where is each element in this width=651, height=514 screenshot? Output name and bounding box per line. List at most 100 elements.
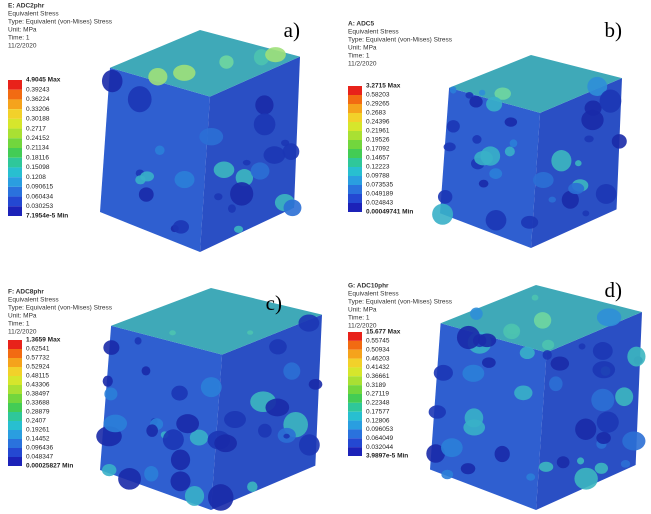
legend-label: 0.064049 — [366, 435, 393, 442]
pore — [519, 346, 535, 359]
pore — [556, 456, 570, 469]
legend-swatch — [8, 118, 22, 129]
pore — [470, 307, 483, 320]
legend-swatch — [348, 86, 362, 95]
pore — [127, 86, 152, 113]
panel-info: Type: Equivalent (von-Mises) Stress — [348, 299, 453, 306]
pore — [283, 362, 301, 380]
legend-label: 0.090615 — [26, 184, 53, 191]
pore — [102, 463, 117, 477]
pore — [162, 429, 184, 451]
legend-swatch — [8, 448, 22, 457]
legend-label: 7.1954e-5 Min — [26, 213, 68, 220]
legend-swatch — [8, 403, 22, 412]
pore — [265, 398, 290, 417]
panel-title: G: ADC10phr — [348, 283, 389, 290]
pore — [283, 433, 290, 439]
legend-label: 0.19526 — [366, 137, 390, 144]
panel-info: 11/2/2020 — [8, 329, 37, 336]
legend-label: 0.36224 — [26, 96, 50, 103]
legend-swatch — [8, 128, 22, 139]
pore — [551, 150, 572, 172]
legend-swatch — [8, 177, 22, 187]
legend-label: 0.36661 — [366, 373, 390, 380]
legend-label: 0.33688 — [26, 400, 50, 407]
pore — [258, 423, 272, 438]
pore — [446, 120, 460, 133]
legend-swatch — [8, 457, 22, 466]
pore — [104, 387, 118, 401]
pore — [234, 225, 244, 233]
legend-swatch — [8, 99, 22, 110]
legend-label: 0.030253 — [26, 203, 53, 210]
legend-label: 0.19261 — [26, 427, 50, 434]
legend-label: 0.17092 — [366, 146, 390, 153]
legend-swatch — [348, 385, 362, 394]
pore — [620, 460, 631, 468]
pore — [103, 340, 120, 355]
legend-label: 0.00049741 Min — [366, 209, 413, 216]
cube-face — [100, 67, 210, 253]
pore — [584, 100, 602, 116]
pore — [118, 468, 141, 490]
pore — [308, 378, 323, 390]
legend-label: 3.2715 Max — [366, 83, 401, 90]
legend-swatch — [8, 385, 22, 394]
legend-swatch — [348, 349, 362, 359]
pore — [581, 109, 604, 131]
legend-label: 0.09788 — [366, 173, 390, 180]
pore — [235, 169, 254, 187]
legend-label: 0.073535 — [366, 182, 393, 189]
legend-swatch — [8, 157, 22, 168]
legend-label: 3.9897e-5 Min — [366, 453, 408, 460]
pore — [576, 457, 585, 465]
pore — [283, 199, 302, 217]
pore — [443, 142, 456, 152]
legend-swatch — [348, 332, 362, 341]
legend-label: 0.2407 — [26, 418, 46, 425]
pore — [521, 215, 539, 229]
legend-label: 0.48115 — [26, 373, 49, 380]
legend-label: 0.22348 — [366, 400, 390, 407]
pore — [582, 210, 590, 217]
pore — [437, 189, 453, 204]
pore — [441, 469, 454, 480]
legend-swatch — [8, 186, 22, 197]
legend-swatch — [8, 349, 22, 358]
pore — [548, 196, 556, 203]
pore — [591, 388, 615, 412]
legend-label: 0.2683 — [366, 110, 386, 117]
panel-info: Type: Equivalent (von-Mises) Stress — [8, 305, 113, 312]
pore — [176, 414, 200, 434]
pore — [214, 193, 223, 201]
pore — [174, 171, 195, 189]
pore — [263, 146, 286, 164]
legend-swatch — [348, 167, 362, 176]
panel-info: Unit: MPa — [8, 27, 37, 34]
pore — [578, 343, 586, 350]
panel-info: Equivalent Stress — [348, 291, 399, 298]
legend-swatch — [348, 185, 362, 194]
legend-label: 0.2717 — [26, 125, 46, 132]
legend-swatch — [348, 411, 362, 421]
panel-letter: a) — [284, 18, 300, 42]
pore — [615, 387, 634, 407]
legend-label: 0.12223 — [366, 164, 390, 171]
pore — [538, 461, 554, 472]
pore — [472, 135, 482, 144]
legend-label: 0.57732 — [26, 355, 50, 362]
legend-label: 0.096053 — [366, 426, 393, 433]
pore — [533, 312, 552, 329]
pore — [138, 187, 154, 202]
legend-swatch — [8, 367, 22, 376]
legend-swatch — [348, 194, 362, 203]
panel-info: Time: 1 — [8, 35, 30, 42]
panel-info: Type: Equivalent (von-Mises) Stress — [8, 19, 113, 26]
panel-info: 11/2/2020 — [348, 61, 377, 68]
pore — [596, 432, 611, 445]
pore — [592, 342, 613, 360]
panel-title: F: ADC8phr — [8, 289, 44, 296]
pore — [595, 184, 617, 204]
pore — [469, 95, 483, 108]
pore — [298, 314, 320, 332]
